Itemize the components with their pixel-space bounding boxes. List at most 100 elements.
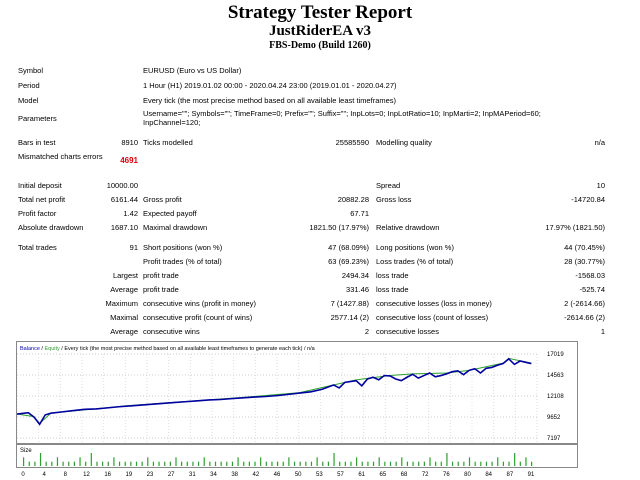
size-bar	[435, 461, 437, 466]
mismatch-label: Mismatched charts errors	[18, 152, 103, 161]
average-profit-value: 331.46	[346, 285, 369, 294]
size-bar	[282, 461, 284, 466]
average-profit-label: profit trade	[143, 285, 179, 294]
size-bar	[423, 461, 425, 466]
x-tick-label: 23	[147, 472, 154, 478]
avg-consec-losses-value: 1	[600, 327, 605, 336]
size-bar	[220, 461, 222, 466]
period-value: 1 Hour (H1) 2019.01.02 00:00 - 2020.04.2…	[143, 81, 397, 90]
size-bar	[118, 461, 121, 466]
size-bar	[209, 461, 211, 466]
x-tick-label: 53	[316, 472, 323, 478]
x-tick-label: 61	[358, 472, 365, 478]
gross-loss-value: -14720.84	[571, 195, 605, 204]
size-bar	[130, 461, 132, 466]
gross-profit-label: Gross profit	[143, 195, 182, 204]
size-bar	[181, 461, 183, 466]
size-bar	[389, 461, 392, 466]
gross-loss-label: Gross loss	[376, 195, 412, 204]
size-bar	[141, 461, 143, 466]
expected-payoff-label: Expected payoff	[143, 209, 197, 218]
size-bar	[56, 457, 59, 466]
size-bar	[367, 461, 369, 466]
size-bar	[203, 457, 205, 466]
balance-chart-svg: 17019 14563 12108 9652 7197 Balance / Equity…	[17, 346, 564, 442]
size-bar	[288, 457, 290, 466]
ticks-label: Ticks modelled	[143, 138, 193, 147]
max-wins-value: 7 (1427.88)	[330, 299, 369, 308]
size-bar	[277, 461, 279, 466]
size-bar	[457, 461, 459, 466]
largest-loss-label: loss trade	[376, 271, 409, 280]
net-value: 6161.44	[110, 195, 138, 204]
short-label: Short positions (won %)	[143, 243, 223, 252]
maximal-label: Maximal	[110, 313, 138, 322]
size-bar	[260, 457, 262, 466]
size-bar	[519, 461, 521, 466]
x-tick-label: 12	[83, 472, 90, 478]
profit-trades-label: Profit trades (% of total)	[143, 257, 222, 266]
size-bar	[192, 461, 194, 466]
x-tick-label: 31	[189, 472, 196, 478]
size-bar	[412, 461, 414, 466]
net-label: Total net profit	[18, 195, 66, 204]
size-bar	[214, 461, 217, 466]
parameters-label: Parameters	[18, 114, 57, 123]
size-bar	[265, 461, 267, 466]
size-bar	[480, 461, 482, 466]
size-bar	[333, 453, 335, 466]
size-bar	[339, 461, 341, 466]
quality-value: n/a	[594, 138, 605, 147]
size-bar	[474, 461, 476, 466]
size-bar	[102, 461, 104, 466]
long-label: Long positions (won %)	[376, 243, 454, 252]
pf-label: Profit factor	[18, 209, 57, 218]
gross-profit-value: 20882.28	[337, 195, 369, 204]
size-bar	[243, 461, 245, 466]
size-bar	[113, 457, 115, 466]
period-label: Period	[18, 81, 40, 90]
size-bar	[378, 457, 380, 466]
size-bar	[372, 461, 375, 466]
rel-dd-value: 17.97% (1821.50)	[545, 223, 605, 232]
size-bar	[248, 461, 250, 466]
size-bar	[446, 453, 448, 466]
max-wins-label: consecutive wins (profit in money)	[143, 299, 256, 308]
size-bar	[401, 457, 403, 466]
size-bar	[96, 461, 98, 466]
size-bar	[327, 461, 329, 466]
y-tick-label: 12108	[547, 394, 564, 400]
size-bar	[45, 461, 47, 466]
average-consec-label: Average	[110, 327, 138, 336]
x-tick-label: 50	[295, 472, 302, 478]
size-chart: Size	[16, 444, 578, 468]
loss-trades-label: Loss trades (% of total)	[376, 257, 454, 266]
balance-line	[17, 357, 532, 426]
maximal-profit-label: consecutive profit (count of wins)	[143, 313, 253, 322]
pf-value: 1.42	[123, 209, 138, 218]
abs-dd-value: 1687.10	[110, 223, 138, 232]
model-value: Every tick (the most precise method base…	[143, 96, 397, 105]
x-tick-label: 46	[274, 472, 281, 478]
size-bar	[322, 461, 324, 466]
size-bar	[62, 461, 64, 466]
size-bar	[73, 461, 75, 466]
x-axis: 0 4 8 12 16 19 23 27 31 34 38 42 46 50 53 57 61 65 68 72 76 8…	[21, 472, 535, 478]
x-tick-label: 16	[104, 472, 111, 478]
x-tick-label: 91	[528, 472, 535, 478]
max-losses-label: consecutive losses (loss in money)	[376, 299, 492, 308]
size-bar	[254, 461, 256, 466]
maximum-label: Maximum	[105, 299, 138, 308]
size-bar	[485, 461, 488, 466]
max-dd-value: 1821.50 (17.97%)	[309, 223, 369, 232]
balance-chart: 17019 14563 12108 9652 7197 Balance / Equity…	[16, 341, 578, 444]
size-bar	[28, 461, 30, 466]
long-value: 44 (70.45%)	[564, 243, 605, 252]
avg-consec-wins-label: consecutive wins	[143, 327, 200, 336]
size-bar	[169, 461, 171, 466]
profit-trades-value: 63 (69.23%)	[328, 257, 369, 266]
size-bar	[85, 461, 87, 466]
size-bar	[502, 461, 504, 466]
size-bar	[175, 457, 177, 466]
size-label: Size	[20, 448, 32, 454]
